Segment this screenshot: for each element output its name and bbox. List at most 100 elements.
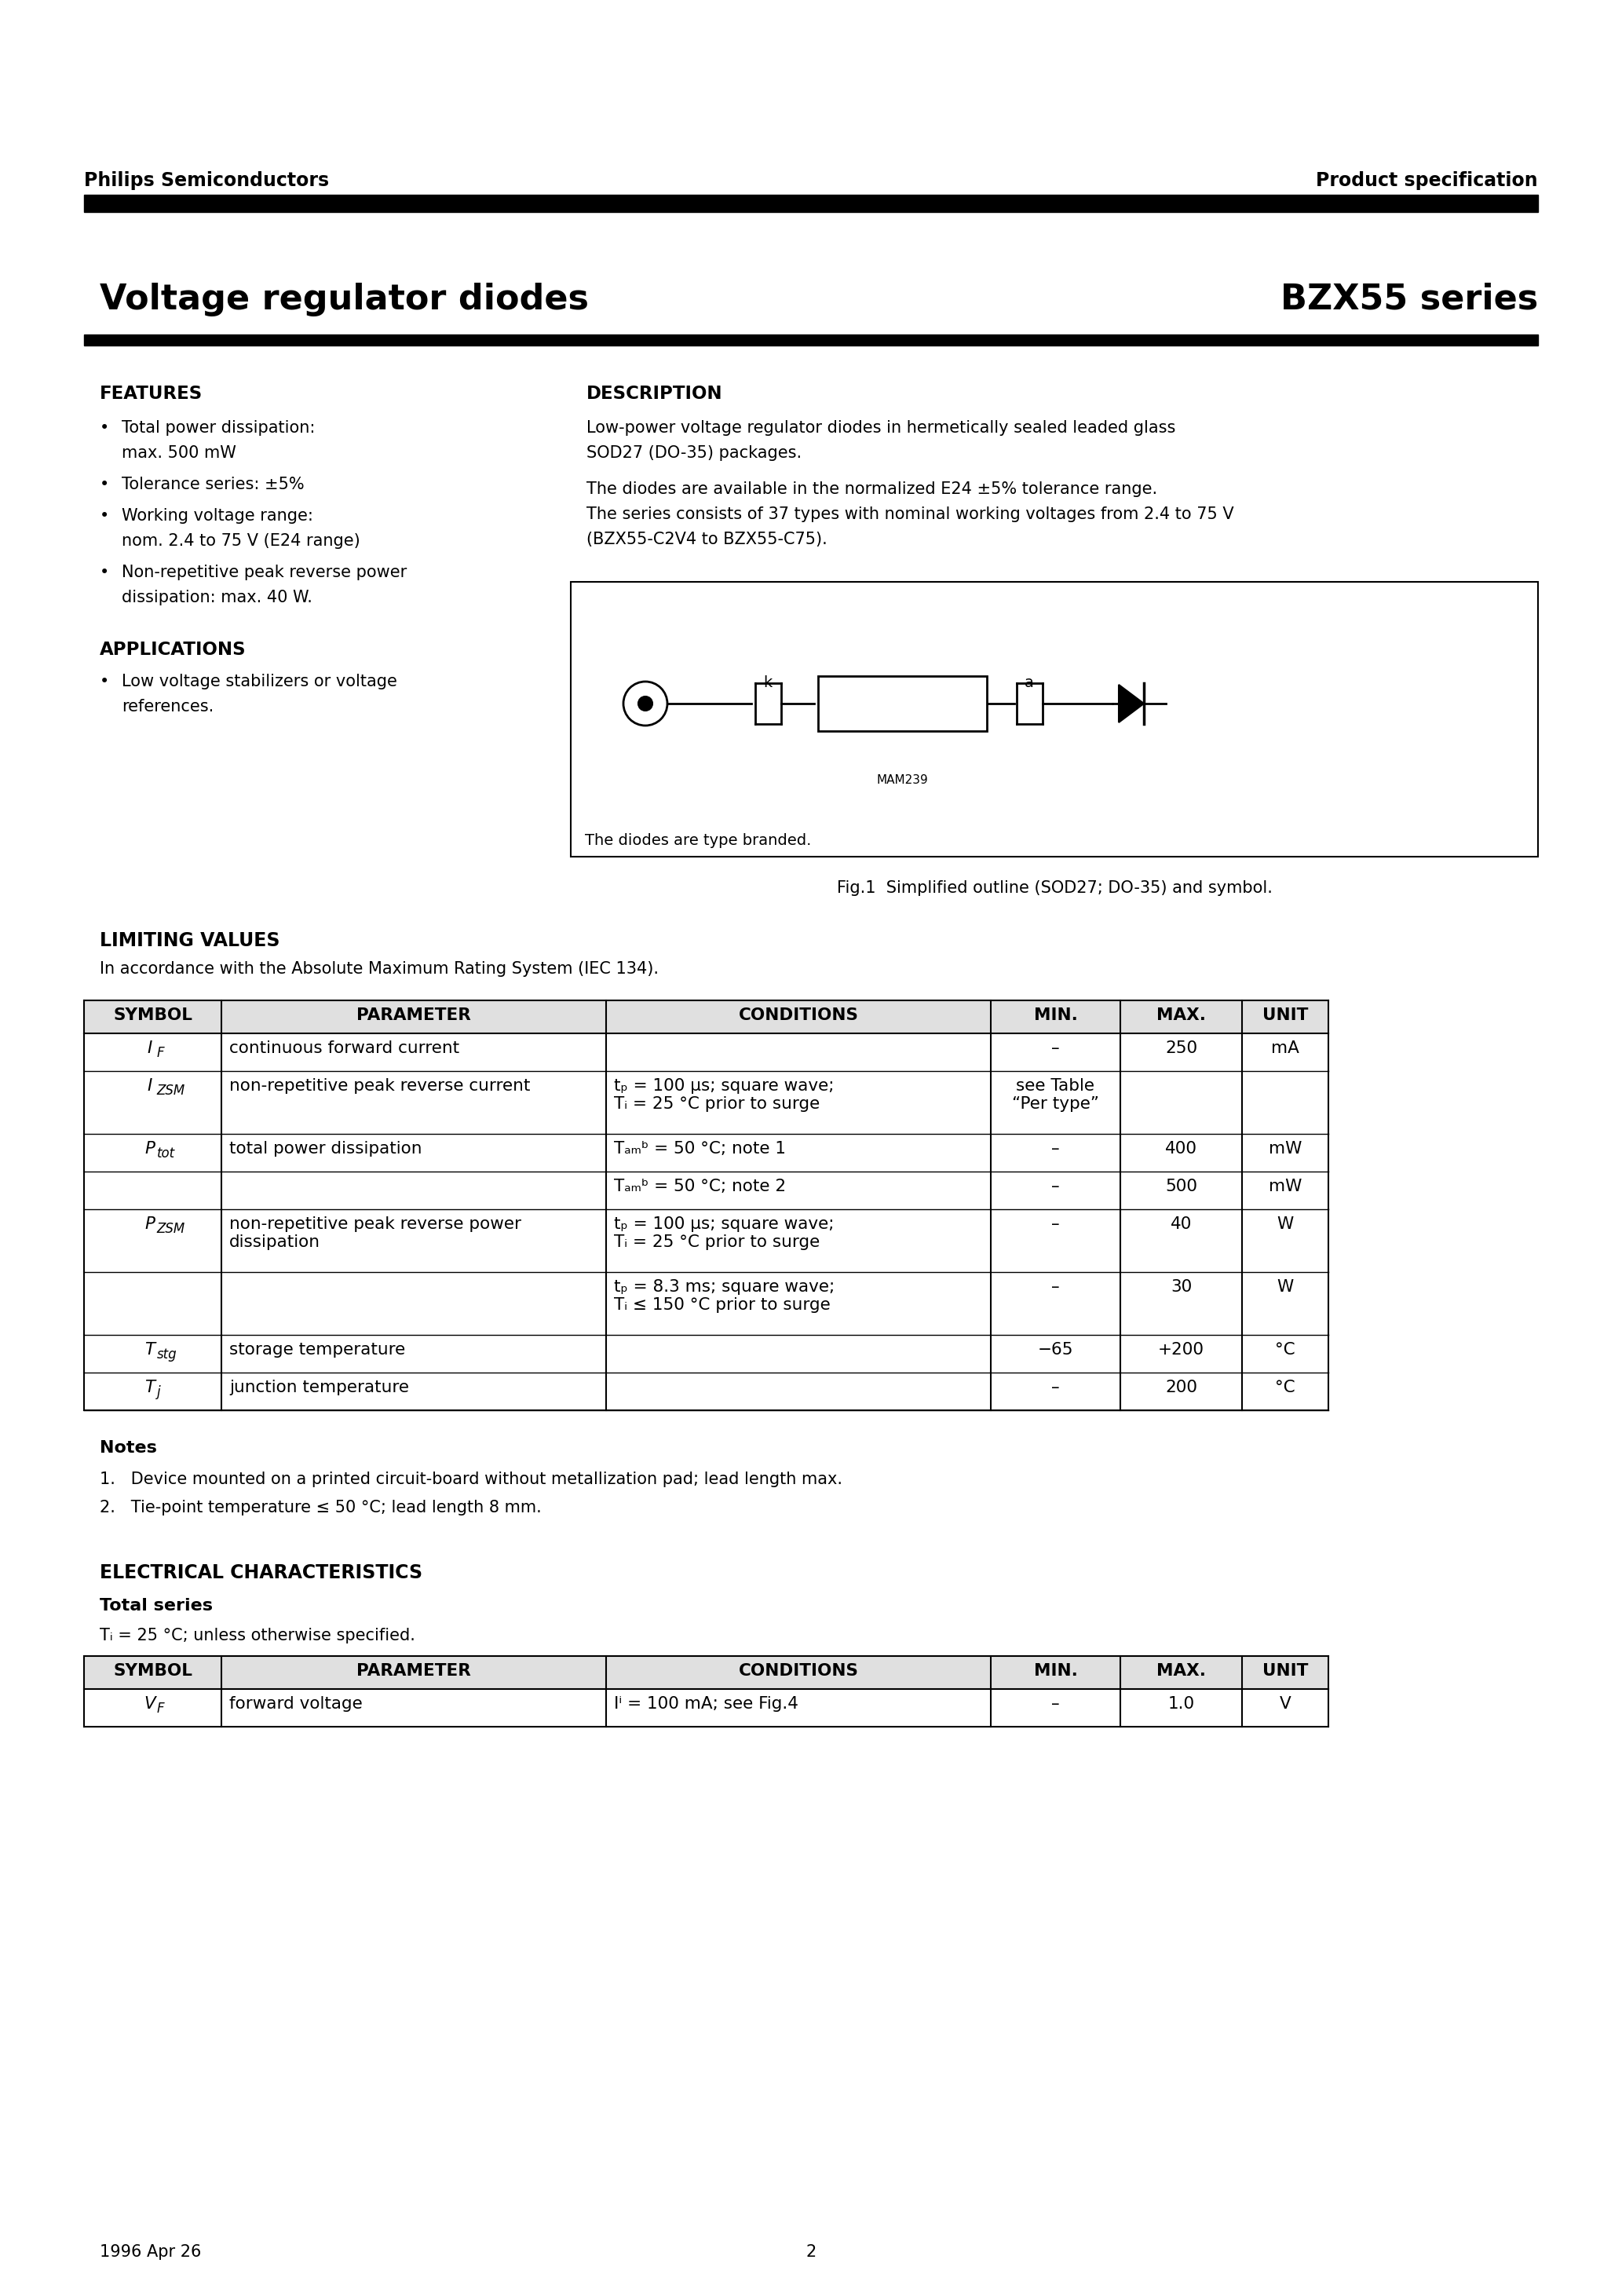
Text: mW: mW <box>1268 1178 1302 1194</box>
Text: k: k <box>764 675 772 691</box>
Text: ZSM: ZSM <box>157 1084 185 1097</box>
Text: W: W <box>1277 1279 1293 1295</box>
Text: –: – <box>1051 1217 1059 1233</box>
Text: see Table
“Per type”: see Table “Per type” <box>1012 1079 1100 1111</box>
Text: Iⁱ = 100 mA; see Fig.4: Iⁱ = 100 mA; see Fig.4 <box>615 1697 798 1713</box>
Text: Tolerance series: ±5%: Tolerance series: ±5% <box>122 478 305 491</box>
Text: 40: 40 <box>1171 1217 1192 1233</box>
Text: (BZX55-C2V4 to BZX55-C75).: (BZX55-C2V4 to BZX55-C75). <box>587 533 827 546</box>
Text: •: • <box>99 673 109 689</box>
Text: 2: 2 <box>806 2243 816 2259</box>
Text: Tₐₘᵇ = 50 °C; note 2: Tₐₘᵇ = 50 °C; note 2 <box>615 1178 787 1194</box>
Text: Tᵢ = 25 °C; unless otherwise specified.: Tᵢ = 25 °C; unless otherwise specified. <box>99 1628 415 1644</box>
Text: –: – <box>1051 1040 1059 1056</box>
Text: mA: mA <box>1272 1040 1299 1056</box>
Text: °C: °C <box>1275 1380 1296 1396</box>
Text: 1996 Apr 26: 1996 Apr 26 <box>99 2243 201 2259</box>
Bar <box>817 675 986 730</box>
Text: 400: 400 <box>1165 1141 1197 1157</box>
Text: In accordance with the Absolute Maximum Rating System (IEC 134).: In accordance with the Absolute Maximum … <box>99 962 659 976</box>
Text: MAM239: MAM239 <box>876 774 928 785</box>
Text: −65: −65 <box>1038 1341 1074 1357</box>
Text: V: V <box>1280 1697 1291 1713</box>
Text: MAX.: MAX. <box>1156 1008 1205 1024</box>
Text: FEATURES: FEATURES <box>99 386 203 402</box>
Text: CONDITIONS: CONDITIONS <box>738 1662 858 1678</box>
Text: non-repetitive peak reverse current: non-repetitive peak reverse current <box>229 1079 530 1093</box>
Text: a: a <box>1025 675 1033 691</box>
Bar <box>84 1001 1328 1033</box>
Text: MIN.: MIN. <box>1033 1662 1077 1678</box>
Text: UNIT: UNIT <box>1262 1008 1307 1024</box>
Text: Notes: Notes <box>99 1440 157 1456</box>
Circle shape <box>639 696 652 712</box>
Text: –: – <box>1051 1697 1059 1713</box>
Text: The diodes are type branded.: The diodes are type branded. <box>586 833 811 847</box>
Text: ELECTRICAL CHARACTERISTICS: ELECTRICAL CHARACTERISTICS <box>99 1564 422 1582</box>
Text: I: I <box>148 1040 152 1056</box>
Text: Total series: Total series <box>99 1598 212 1614</box>
Text: LIMITING VALUES: LIMITING VALUES <box>99 932 281 951</box>
Text: ZSM: ZSM <box>157 1221 185 1235</box>
Text: 2.   Tie-point temperature ≤ 50 °C; lead length 8 mm.: 2. Tie-point temperature ≤ 50 °C; lead l… <box>99 1499 542 1515</box>
Text: F: F <box>157 1047 164 1061</box>
Text: MAX.: MAX. <box>1156 1662 1205 1678</box>
Bar <box>84 195 1538 211</box>
Text: PARAMETER: PARAMETER <box>357 1662 470 1678</box>
Text: •: • <box>99 478 109 491</box>
Text: •: • <box>99 565 109 581</box>
Text: storage temperature: storage temperature <box>229 1341 406 1357</box>
Text: •: • <box>99 507 109 523</box>
Text: F: F <box>157 1701 164 1715</box>
Text: Fig.1  Simplified outline (SOD27; DO-35) and symbol.: Fig.1 Simplified outline (SOD27; DO-35) … <box>837 879 1272 895</box>
Text: The diodes are available in the normalized E24 ±5% tolerance range.: The diodes are available in the normaliz… <box>587 482 1158 496</box>
Text: I: I <box>148 1079 152 1093</box>
Text: 250: 250 <box>1165 1040 1197 1056</box>
Text: P: P <box>144 1141 154 1157</box>
Text: mW: mW <box>1268 1141 1302 1157</box>
Text: non-repetitive peak reverse power
dissipation: non-repetitive peak reverse power dissip… <box>229 1217 521 1251</box>
Text: W: W <box>1277 1217 1293 1233</box>
Text: –: – <box>1051 1178 1059 1194</box>
Text: Non-repetitive peak reverse power: Non-repetitive peak reverse power <box>122 565 407 581</box>
Text: MIN.: MIN. <box>1033 1008 1077 1024</box>
Bar <box>84 1655 1328 1690</box>
Text: dissipation: max. 40 W.: dissipation: max. 40 W. <box>122 590 313 606</box>
Text: SYMBOL: SYMBOL <box>114 1662 193 1678</box>
Text: °C: °C <box>1275 1341 1296 1357</box>
Text: Product specification: Product specification <box>1315 172 1538 191</box>
Text: junction temperature: junction temperature <box>229 1380 409 1396</box>
Text: +200: +200 <box>1158 1341 1204 1357</box>
Text: Tₐₘᵇ = 50 °C; note 1: Tₐₘᵇ = 50 °C; note 1 <box>615 1141 787 1157</box>
Text: max. 500 mW: max. 500 mW <box>122 445 237 461</box>
Text: continuous forward current: continuous forward current <box>229 1040 459 1056</box>
Text: stg: stg <box>157 1348 177 1362</box>
Text: 200: 200 <box>1165 1380 1197 1396</box>
Text: total power dissipation: total power dissipation <box>229 1141 422 1157</box>
Text: Philips Semiconductors: Philips Semiconductors <box>84 172 329 191</box>
Text: tₚ = 100 μs; square wave;
Tᵢ = 25 °C prior to surge: tₚ = 100 μs; square wave; Tᵢ = 25 °C pri… <box>615 1079 834 1111</box>
Text: –: – <box>1051 1380 1059 1396</box>
Text: CONDITIONS: CONDITIONS <box>738 1008 858 1024</box>
Text: j: j <box>157 1384 161 1398</box>
Text: The series consists of 37 types with nominal working voltages from 2.4 to 75 V: The series consists of 37 types with nom… <box>587 507 1234 521</box>
Text: SYMBOL: SYMBOL <box>114 1008 193 1024</box>
Bar <box>571 581 1538 856</box>
Text: UNIT: UNIT <box>1262 1662 1307 1678</box>
Text: V: V <box>144 1697 156 1713</box>
Text: T: T <box>144 1341 154 1357</box>
Text: Total power dissipation:: Total power dissipation: <box>122 420 315 436</box>
Text: –: – <box>1051 1141 1059 1157</box>
Circle shape <box>623 682 667 726</box>
Text: Low voltage stabilizers or voltage: Low voltage stabilizers or voltage <box>122 673 397 689</box>
Bar <box>84 335 1538 344</box>
Text: Voltage regulator diodes: Voltage regulator diodes <box>99 282 589 317</box>
Text: APPLICATIONS: APPLICATIONS <box>99 641 247 659</box>
Text: tot: tot <box>157 1146 175 1159</box>
Text: SOD27 (DO-35) packages.: SOD27 (DO-35) packages. <box>587 445 801 461</box>
Text: forward voltage: forward voltage <box>229 1697 362 1713</box>
Text: nom. 2.4 to 75 V (E24 range): nom. 2.4 to 75 V (E24 range) <box>122 533 360 549</box>
Polygon shape <box>1119 684 1144 723</box>
Text: tₚ = 8.3 ms; square wave;
Tᵢ ≤ 150 °C prior to surge: tₚ = 8.3 ms; square wave; Tᵢ ≤ 150 °C pr… <box>615 1279 835 1313</box>
Text: P: P <box>144 1217 154 1233</box>
